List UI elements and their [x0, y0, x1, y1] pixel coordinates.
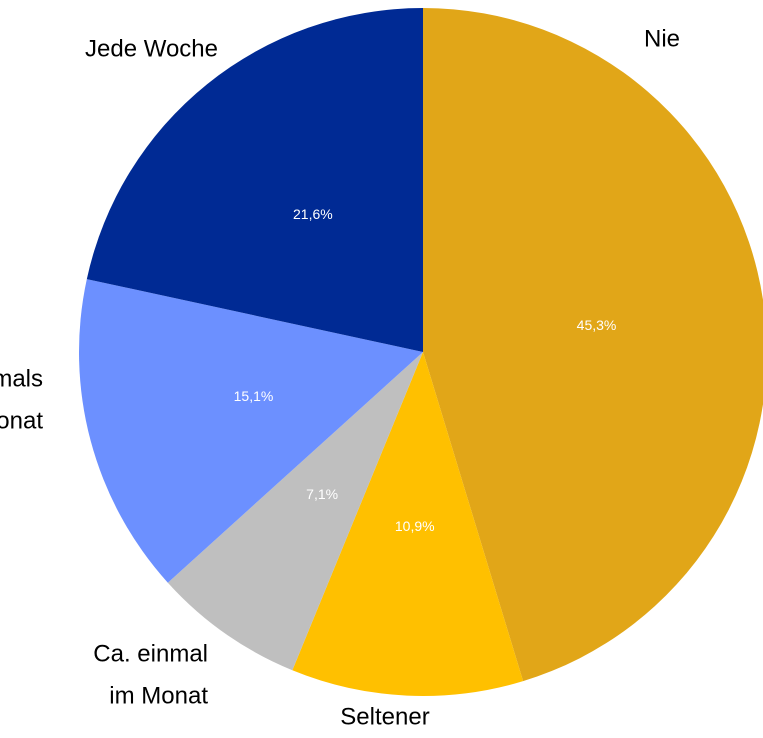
category-label: Ca. einmal [93, 640, 208, 667]
value-label: 10,9% [395, 518, 435, 534]
pie-slice [78, 279, 423, 583]
pie-slice [86, 8, 423, 352]
pie-slice [292, 352, 524, 697]
category-label: im Monat [0, 407, 43, 434]
value-label: 45,3% [577, 317, 617, 333]
category-label: im Monat [109, 682, 208, 709]
pie-slice [423, 8, 763, 682]
value-label: 21,6% [293, 206, 333, 222]
value-label: 7,1% [306, 486, 338, 502]
category-label: Seltener [340, 703, 429, 730]
value-label: 15,1% [234, 388, 274, 404]
category-label: Jede Woche [85, 35, 218, 62]
category-label: Mehrmals [0, 365, 43, 392]
pie-slice [167, 352, 423, 671]
category-label: Nie [644, 25, 680, 52]
